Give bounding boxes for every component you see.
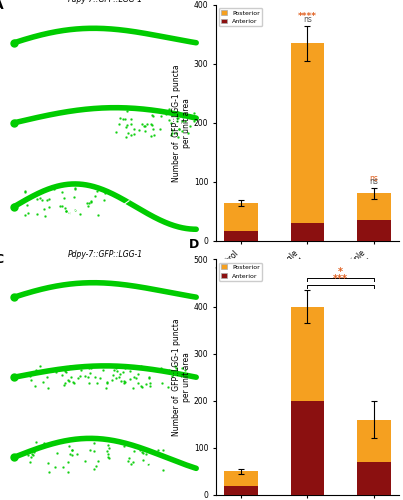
Text: ****: **** <box>298 12 317 21</box>
Legend: Posterior, Anterior: Posterior, Anterior <box>219 262 262 280</box>
Text: ns: ns <box>370 178 378 186</box>
Title: Pdpy-7::GFP::LGG-1: Pdpy-7::GFP::LGG-1 <box>68 250 143 258</box>
Bar <box>291 401 324 495</box>
Bar <box>224 486 258 495</box>
Bar <box>291 306 324 401</box>
Y-axis label: Number of  GFP::LGG-1 puncta
per unit area: Number of GFP::LGG-1 puncta per unit are… <box>172 64 191 182</box>
Bar <box>357 462 391 495</box>
Bar <box>291 44 324 223</box>
Bar <box>224 472 258 486</box>
Text: D: D <box>189 238 199 250</box>
Bar <box>357 220 391 240</box>
Bar <box>357 194 391 220</box>
Title: Pdpy-7::GFP::LGG-1: Pdpy-7::GFP::LGG-1 <box>68 0 143 4</box>
Text: ns: ns <box>303 16 312 24</box>
Text: A: A <box>0 0 4 12</box>
Bar <box>357 420 391 462</box>
Bar <box>291 223 324 240</box>
Bar <box>224 230 258 240</box>
Text: ns: ns <box>370 174 378 183</box>
Legend: Posterior, Anterior: Posterior, Anterior <box>219 8 262 26</box>
Bar <box>224 203 258 230</box>
Y-axis label: Number of  GFP::LGG-1 puncta
per unit area: Number of GFP::LGG-1 puncta per unit are… <box>172 318 191 436</box>
Text: ***: *** <box>333 274 348 284</box>
Text: C: C <box>0 254 3 266</box>
Text: *: * <box>338 268 343 278</box>
